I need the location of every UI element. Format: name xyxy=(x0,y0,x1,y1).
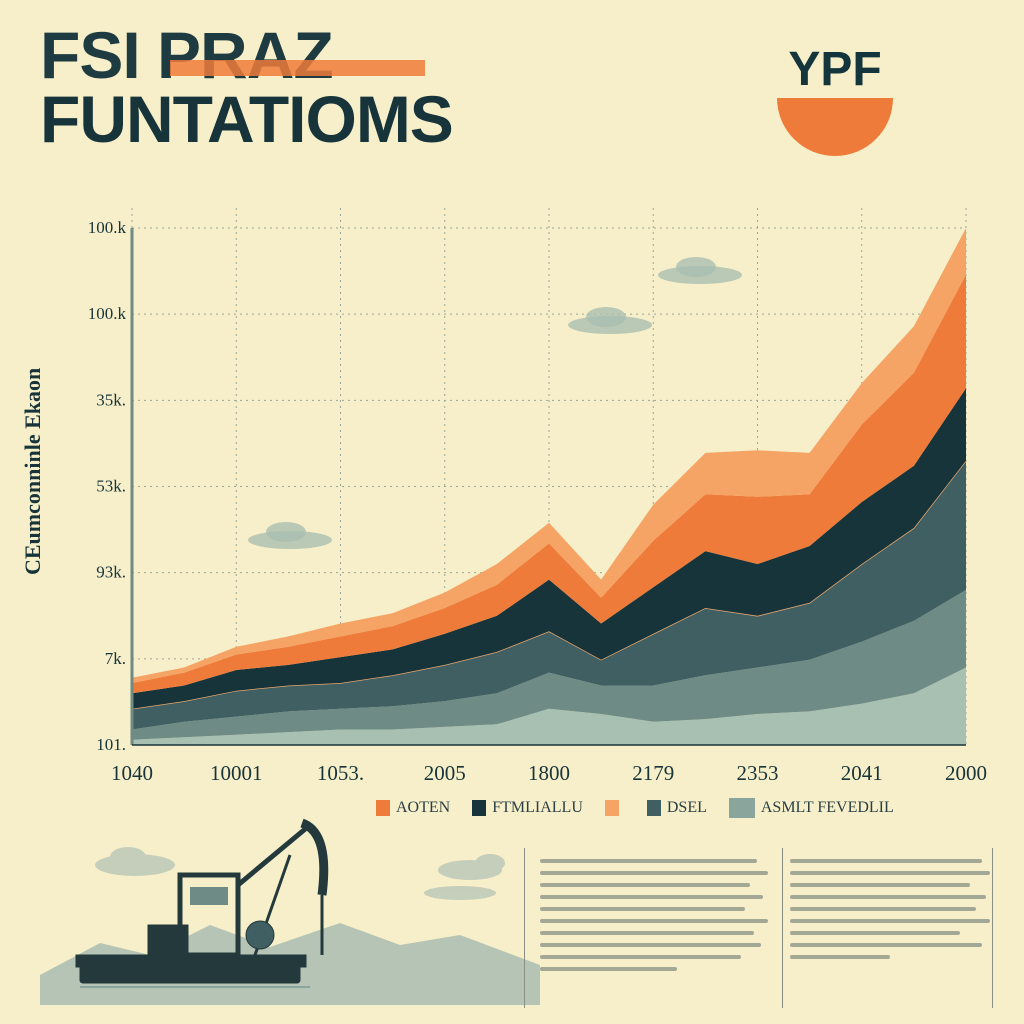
legend-label: DSEL xyxy=(666,799,707,816)
body-text-column-2 xyxy=(790,852,990,1002)
clouds-decoration xyxy=(95,847,505,900)
text-line xyxy=(540,967,677,971)
legend-label: AOTEN xyxy=(396,799,451,816)
legend-swatch xyxy=(604,800,619,816)
legend-item: FTMLIALLU xyxy=(472,799,583,817)
y-tick-label: 100.k xyxy=(88,304,127,323)
text-line xyxy=(540,859,757,863)
y-tick-label: 93k. xyxy=(96,563,126,582)
text-line xyxy=(540,943,762,947)
x-tick-label: 1040 xyxy=(111,761,153,785)
legend-item: AOTEN xyxy=(376,799,450,817)
legend-label: FTMLIALLU xyxy=(492,799,583,816)
column-divider xyxy=(524,848,525,1008)
text-line xyxy=(540,883,750,887)
y-tick-label: 35k. xyxy=(96,390,126,409)
logo-text: YPF xyxy=(788,43,882,96)
area-series-4 xyxy=(132,388,966,709)
legend-item xyxy=(604,800,625,816)
legend-label: ASMLT FEVEDLIL xyxy=(760,799,894,816)
x-tick-label: 1053. xyxy=(317,761,364,785)
legend-item: DSEL xyxy=(646,799,707,817)
chart-title-line1: FSI PRAZ xyxy=(40,18,334,92)
text-line xyxy=(790,859,982,863)
body-text-column-1 xyxy=(540,852,768,1002)
area-series-3 xyxy=(132,460,966,730)
legend-swatch xyxy=(728,798,755,818)
legend-swatch xyxy=(646,800,661,816)
text-line xyxy=(790,883,970,887)
text-line xyxy=(790,919,990,923)
y-axis-label: CEumconninle Ekaon xyxy=(20,367,45,575)
x-tick-label: 10001 xyxy=(210,761,263,785)
chart-legend: AOTEN FTMLIALLU DSEL ASMLT FEVEDLIL xyxy=(376,798,894,818)
x-tick-label: 2005 xyxy=(424,761,466,785)
oil-rig-icon xyxy=(75,818,329,988)
text-line xyxy=(540,931,755,935)
y-tick-label: 101. xyxy=(96,735,126,754)
area-series-1 xyxy=(132,667,966,745)
title-accent-bar xyxy=(170,60,425,76)
stacked-area-chart: 101. 7k. 93k. 53k. 35k. 100.k 100.k 1040 10001 10… xyxy=(88,208,987,785)
text-line xyxy=(790,907,976,911)
legend-swatch xyxy=(376,800,390,816)
cloud-decoration xyxy=(266,522,306,542)
column-divider xyxy=(992,848,993,1008)
text-line xyxy=(790,871,990,875)
x-tick-label: 2000 xyxy=(945,761,987,785)
cloud-decoration xyxy=(676,257,716,277)
x-tick-label: 1800 xyxy=(528,761,570,785)
text-line xyxy=(540,907,746,911)
cloud-decoration xyxy=(586,307,626,327)
column-divider xyxy=(782,848,783,1008)
text-line xyxy=(790,955,890,959)
chart-title-line2: FUNTATIOMS xyxy=(40,82,454,156)
oil-rig-illustration xyxy=(40,818,540,1005)
legend-swatch xyxy=(472,800,487,816)
legend-item: ASMLT FEVEDLIL xyxy=(728,798,894,818)
text-line xyxy=(790,943,982,947)
x-tick-label: 2041 xyxy=(841,761,883,785)
y-tick-label: 100.k xyxy=(88,218,127,237)
text-line xyxy=(540,895,764,899)
y-tick-label: 53k. xyxy=(96,477,126,496)
text-line xyxy=(790,931,960,935)
x-tick-label: 2179 xyxy=(632,761,674,785)
text-line xyxy=(540,871,768,875)
area-series-6 xyxy=(132,228,966,683)
text-line xyxy=(540,955,741,959)
x-tick-label: 2353 xyxy=(737,761,779,785)
area-series-2 xyxy=(132,589,966,740)
text-line xyxy=(540,919,768,923)
text-line xyxy=(790,895,986,899)
ypf-logo: YPF xyxy=(770,40,900,160)
y-tick-label: 7k. xyxy=(105,649,126,668)
